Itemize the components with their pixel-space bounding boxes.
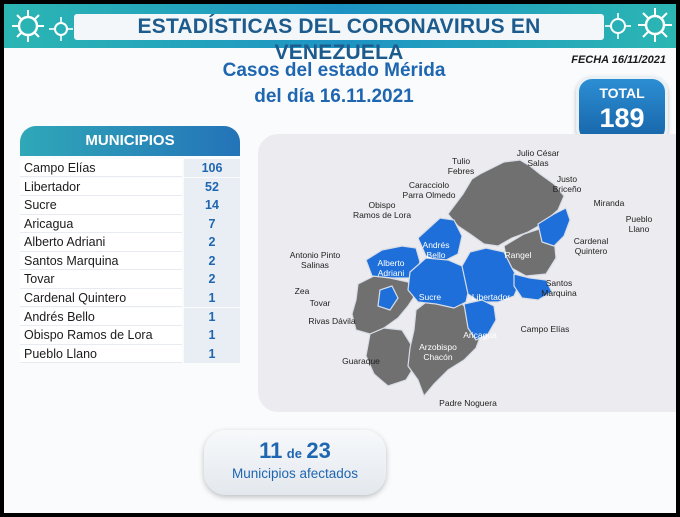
affected-connector: de: [286, 446, 302, 461]
map-label-libertador: Libertador: [471, 292, 511, 302]
map-label-cardenal-quintero: Cardenal Quintero: [573, 236, 609, 256]
map-label-guaraque: Guaraque: [342, 356, 380, 366]
municipio-cases: 14: [184, 196, 240, 215]
table-row: Andrés Bello 1: [20, 307, 242, 327]
map-region-aricagua: [463, 299, 497, 341]
report-date: FECHA 16/11/2021: [571, 54, 666, 66]
map-label-padre-noguera: Padre Noguera: [439, 398, 497, 408]
map-region-andres-bello: [417, 217, 463, 263]
total-value: 189: [599, 103, 645, 133]
municipios-table: Campo Elías 106 Libertador 52 Sucre 14 Aric…: [20, 159, 242, 364]
affected-number: 11: [259, 438, 283, 463]
table-row: Sucre 14: [20, 196, 242, 215]
map-region-sucre: [407, 257, 471, 309]
map-label-zea: Zea: [294, 286, 310, 296]
map-label-justo-briceno: Justo Briceño: [552, 174, 582, 194]
municipio-cases: 2: [184, 270, 240, 289]
municipio-name: Campo Elías: [20, 159, 182, 178]
table-row: Campo Elías 106: [20, 159, 242, 178]
table-row: Aricagua 7: [20, 214, 242, 234]
municipio-name: Obispo Ramos de Lora: [20, 326, 182, 345]
municipio-name: Pueblo Llano: [20, 344, 182, 364]
map-region-cardenal-quintero: [537, 207, 571, 247]
municipio-cases: 52: [184, 177, 240, 196]
table-row: Santos Marquina 2: [20, 251, 242, 271]
map-region-alberto-adriani: [365, 245, 421, 279]
table-row: Libertador 52: [20, 177, 242, 196]
table-row: Cardenal Quintero 1: [20, 289, 242, 308]
municipio-name: Santos Marquina: [20, 251, 182, 271]
header-banner: ESTADÍSTICAS DEL CORONAVIRUS EN VENEZUEL…: [4, 4, 676, 64]
map-region-north: [447, 159, 565, 247]
map-label-rivas-davila: Rivas Dávila: [308, 316, 356, 326]
total-label: TOTAL: [599, 85, 645, 101]
table-row: Tovar 2: [20, 270, 242, 289]
map-label-caracciolo: Caracciolo Parra Olmedo: [402, 180, 456, 200]
map-label-julio-cesar-salas: Julio César Salas: [516, 148, 560, 168]
affected-count: 11 de 23: [204, 438, 386, 464]
page-title: ESTADÍSTICAS DEL CORONAVIRUS EN VENEZUEL…: [137, 15, 541, 64]
municipio-name: Alberto Adriani: [20, 233, 182, 252]
virus-icon: [638, 8, 672, 42]
municipio-cases: 2: [184, 233, 240, 252]
map-label-santos-marquina: Santos Marquina: [541, 278, 577, 298]
municipio-name: Libertador: [20, 177, 182, 196]
municipio-cases: 1: [184, 326, 240, 345]
map-label-andres-bello: Andrés Bello: [422, 240, 450, 260]
table-row: Alberto Adriani 2: [20, 233, 242, 252]
map-label-aricagua: Aricagua: [463, 330, 497, 340]
virus-icon: [12, 10, 44, 42]
map-region-santos-marquina: [513, 273, 553, 301]
map-label-arzobispo-chacon: Arzobispo Chacón: [419, 342, 457, 362]
merida-map: [351, 159, 571, 397]
municipio-cases: 1: [184, 289, 240, 308]
municipio-name: Aricagua: [20, 214, 182, 234]
infographic-frame: ESTADÍSTICAS DEL CORONAVIRUS EN VENEZUEL…: [4, 4, 676, 513]
banner-strip: [74, 14, 604, 40]
subtitle-date: del día 16.11.2021: [254, 86, 414, 107]
municipios-header: MUNICIPIOS: [20, 126, 240, 156]
municipio-name: Sucre: [20, 196, 182, 215]
map-label-sucre: Sucre: [418, 292, 442, 302]
virus-icon: [49, 17, 73, 41]
affected-label: Municipios afectados: [231, 466, 359, 481]
virus-icon: [605, 13, 631, 39]
map-region-tovar: [377, 285, 399, 311]
municipio-cases: 7: [184, 214, 240, 234]
total-badge: TOTAL 189: [576, 76, 668, 144]
table-row: Pueblo Llano 1: [20, 344, 242, 364]
municipio-name: Tovar: [20, 270, 182, 289]
municipio-cases: 106: [184, 159, 240, 178]
table-row: Obispo Ramos de Lora 1: [20, 326, 242, 345]
municipio-cases: 1: [184, 307, 240, 327]
map-label-tulio-febres: Tulio Febres: [447, 156, 475, 176]
map-label-obispo: Obispo Ramos de Lora: [352, 200, 412, 220]
subtitle-state: Casos del estado Mérida: [222, 60, 446, 81]
affected-summary: 11 de 23 Municipios afectados: [204, 430, 386, 495]
map-label-alberto-adriani: Alberto Adriani: [377, 258, 405, 278]
map-label-campo-elias: Campo Elías: [520, 324, 570, 334]
municipio-cases: 1: [184, 344, 240, 364]
municipio-cases: 2: [184, 251, 240, 271]
municipio-name: Andrés Bello: [20, 307, 182, 327]
map-label-tovar: Tovar: [309, 298, 331, 308]
map-label-antonio-pinto: Antonio Pinto Salinas: [289, 250, 341, 270]
total-municipalities: 23: [306, 438, 331, 463]
map-region-southwest: [365, 327, 417, 387]
map-label-rangel: Rangel: [504, 250, 532, 260]
map-label-miranda: Miranda: [593, 198, 625, 208]
map-label-pueblo-llano: Pueblo Llano: [625, 214, 653, 234]
municipio-name: Cardenal Quintero: [20, 289, 182, 308]
